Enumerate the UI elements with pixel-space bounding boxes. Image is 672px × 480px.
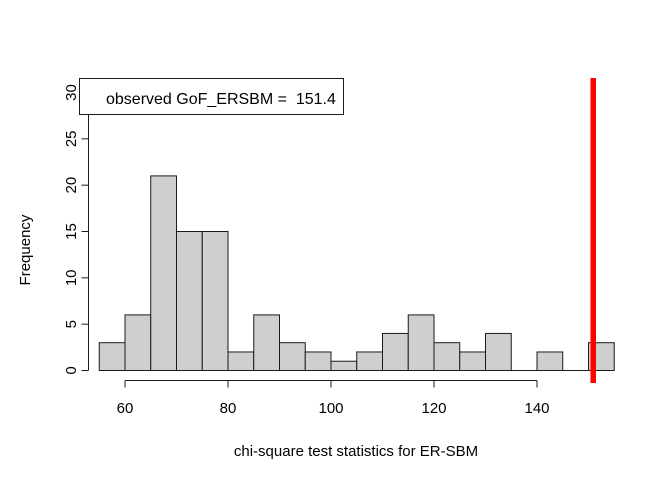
histogram-bar [279,342,306,371]
histogram-bar [330,360,358,372]
y-axis-tick-label: 0 [63,366,80,374]
histogram-bar [382,332,409,371]
x-axis-title: chi-square test statistics for ER-SBM [234,443,478,460]
y-axis-title: Frequency [17,214,34,285]
y-axis-tick-label: 20 [63,177,80,194]
histogram-bar [485,332,512,371]
histogram-bar [407,314,435,372]
y-axis-tick-label: 30 [63,84,80,101]
histogram-bar [253,314,280,372]
legend-box [79,78,344,115]
y-axis: 0 5 10 15 20 25 30 [63,84,89,375]
x-axis-tick-label: 120 [421,400,446,417]
y-axis-tick-label: 10 [63,269,80,286]
legend-label: observed GoF_ERSBM = 151.4 [106,91,336,108]
y-axis-tick-label: 5 [63,320,80,328]
histogram-bar [536,351,564,372]
histogram-bar [433,342,461,371]
x-axis-tick-label: 140 [524,400,549,417]
x-axis: 60 80 100 120 140 [117,380,550,417]
histogram-bar [176,230,203,371]
y-axis-tick-label: 25 [63,130,80,147]
observed-statistic-line [590,78,596,383]
x-axis-tick-label: 80 [220,400,237,417]
histogram-bar [356,351,383,372]
histogram-bar [227,351,255,372]
histogram-bar [98,342,126,371]
histogram-bar [124,314,152,372]
histogram-bar [459,351,486,372]
y-axis-tick-label: 15 [63,223,80,240]
histogram-bar [201,230,229,371]
histogram-bar [150,175,177,371]
x-axis-tick-label: 60 [117,400,134,417]
x-axis-tick-label: 100 [318,400,343,417]
histogram-bar [304,351,332,372]
histogram-bars [98,175,615,372]
